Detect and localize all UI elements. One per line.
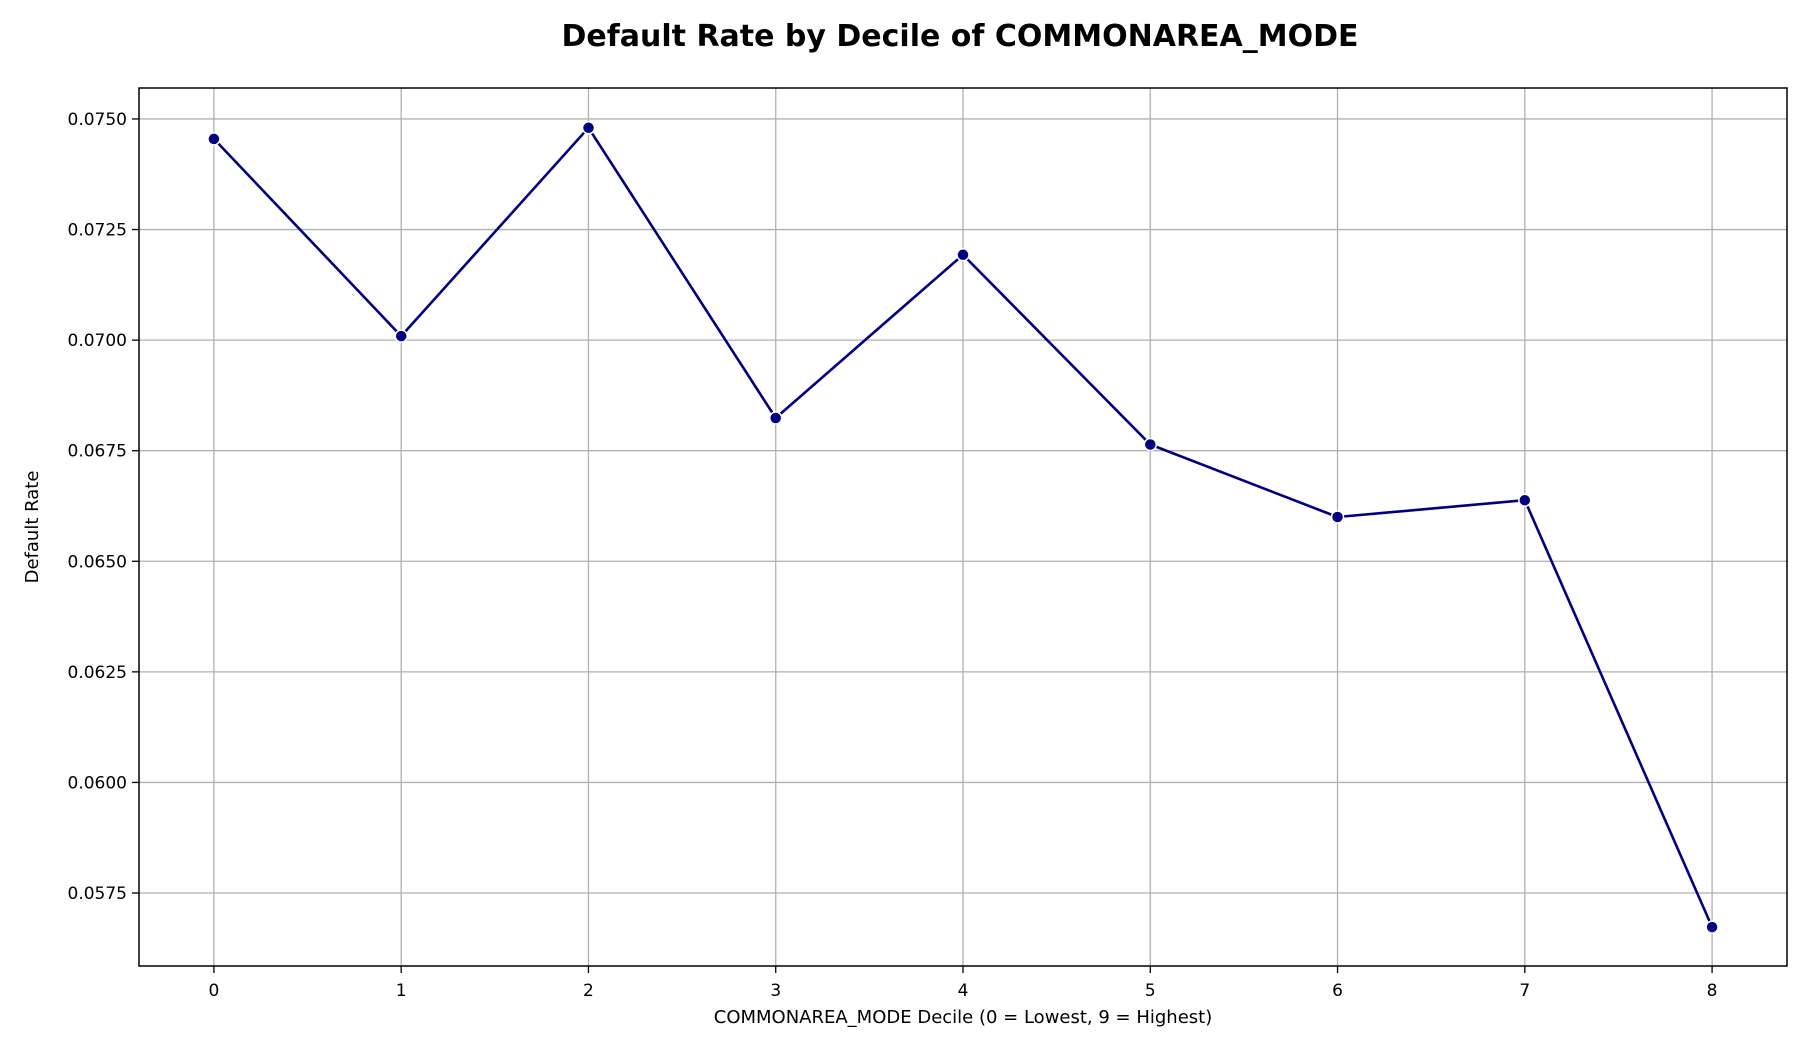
- data-point-6: [1330, 510, 1345, 524]
- x-tick-label: 7: [1519, 981, 1530, 1001]
- y-tick-label: 0.0650: [68, 552, 127, 572]
- x-tick-label: 0: [208, 981, 219, 1001]
- chart-title: Default Rate by Decile of COMMONAREA_MOD…: [561, 19, 1358, 54]
- x-tick-label: 8: [1707, 981, 1718, 1001]
- y-tick-label: 0.0575: [68, 884, 127, 904]
- x-tick-label: 5: [1145, 981, 1156, 1001]
- data-point-8: [1705, 920, 1719, 934]
- data-point-2: [581, 121, 596, 135]
- x-tick-label: 6: [1332, 981, 1343, 1001]
- data-point-4: [956, 248, 970, 262]
- data-point-1: [394, 329, 408, 343]
- data-point-0: [207, 132, 221, 146]
- y-tick-label: 0.0750: [68, 110, 127, 130]
- y-tick-label: 0.0600: [68, 773, 127, 793]
- y-tick-label: 0.0725: [68, 221, 127, 241]
- x-axis-label: COMMONAREA_MODE Decile (0 = Lowest, 9 = …: [714, 1007, 1213, 1028]
- y-tick-label: 0.0700: [68, 331, 127, 351]
- x-tick-label: 3: [770, 981, 781, 1001]
- x-tick-label: 2: [583, 981, 594, 1001]
- data-point-7: [1518, 493, 1532, 507]
- series-layer: [207, 121, 1719, 934]
- axes: 0 1 2 3 4 5 6 7 8 0.0575 0.0600 0.0625 0.0650 0.0675 0…: [68, 110, 1718, 1001]
- y-axis-label: Default Rate: [22, 471, 43, 584]
- y-tick-label: 0.0625: [68, 663, 127, 683]
- data-point-3: [768, 411, 783, 425]
- data-point-5: [1143, 437, 1158, 452]
- x-tick-label: 1: [396, 981, 407, 1001]
- y-tick-label: 0.0675: [68, 442, 127, 462]
- grid-lines: [139, 88, 1787, 966]
- x-tick-label: 4: [958, 981, 969, 1001]
